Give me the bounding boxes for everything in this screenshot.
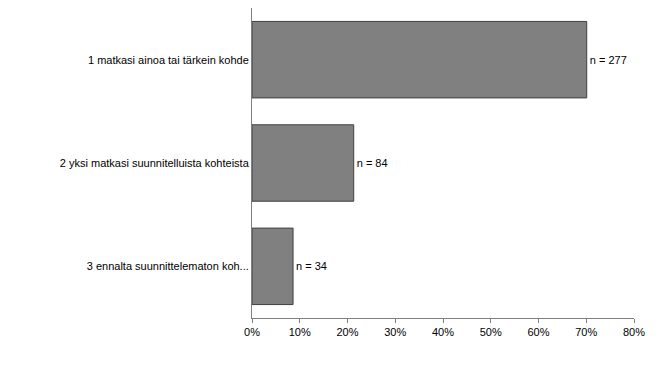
svg-text:3 ennalta suunnittelematon koh: 3 ennalta suunnittelematon koh... — [87, 260, 249, 272]
svg-text:10%: 10% — [289, 326, 311, 338]
svg-text:1 matkasi ainoa tai tärkein ko: 1 matkasi ainoa tai tärkein kohde — [88, 54, 249, 66]
svg-text:80%: 80% — [623, 326, 645, 338]
svg-text:70%: 70% — [575, 326, 597, 338]
svg-text:60%: 60% — [527, 326, 549, 338]
svg-text:n = 84: n = 84 — [357, 157, 388, 169]
svg-text:n = 277: n = 277 — [590, 54, 627, 66]
svg-text:n = 34: n = 34 — [296, 260, 327, 272]
svg-text:40%: 40% — [432, 326, 454, 338]
svg-text:2 yksi matkasi suunnitelluista: 2 yksi matkasi suunnitelluista kohteista — [60, 157, 250, 169]
svg-text:0%: 0% — [244, 326, 260, 338]
svg-text:30%: 30% — [384, 326, 406, 338]
svg-text:20%: 20% — [336, 326, 358, 338]
svg-text:50%: 50% — [480, 326, 502, 338]
